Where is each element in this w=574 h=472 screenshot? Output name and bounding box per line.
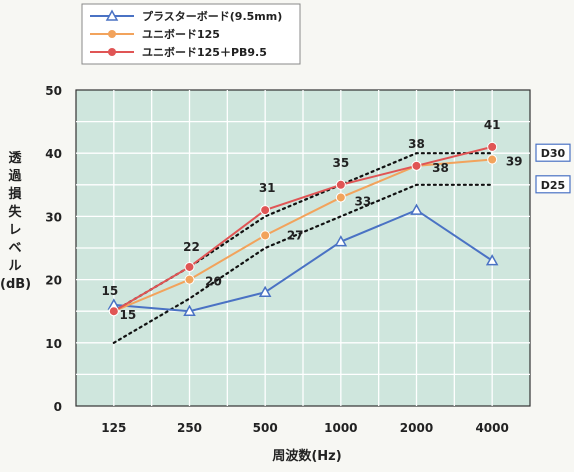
legend-entry-label: ユニボード125＋PB9.5 xyxy=(142,45,267,59)
reference-labels: D30 D25 xyxy=(535,143,571,194)
series-line-2 xyxy=(113,145,493,313)
data-label: 27 xyxy=(287,228,304,242)
data-label: 41 xyxy=(484,118,501,132)
data-label: 33 xyxy=(354,194,371,208)
legend-entry-label: プラスターボード(9.5mm) xyxy=(142,9,282,23)
reference-label-d30: D30 xyxy=(541,147,566,160)
y-tick-label: 10 xyxy=(45,337,62,351)
data-label: 20 xyxy=(205,275,222,289)
series-point-0 xyxy=(334,235,348,247)
data-label: 38 xyxy=(408,137,425,151)
series-point-2 xyxy=(487,141,498,152)
legend-swatch-marker xyxy=(108,30,116,38)
x-tick-label: 125 xyxy=(101,421,126,435)
x-tick-label: 250 xyxy=(177,421,202,435)
data-label: 31 xyxy=(259,181,276,195)
series-point-2 xyxy=(411,160,422,171)
series-line-0 xyxy=(113,208,493,313)
y-tick-label: 40 xyxy=(45,147,62,161)
series-point-2 xyxy=(108,306,119,317)
data-label: 38 xyxy=(432,161,449,175)
x-tick-label: 4000 xyxy=(475,421,508,435)
series-point-1 xyxy=(184,274,195,285)
legend-swatch-marker xyxy=(105,9,119,21)
reference-label-d25: D25 xyxy=(541,179,565,192)
y-axis-ticks: 0 10 20 30 40 50 xyxy=(45,84,62,414)
data-label: 15 xyxy=(119,308,136,322)
reference-label-box xyxy=(535,143,571,162)
series-point-0 xyxy=(183,304,196,316)
x-tick-label: 2000 xyxy=(400,421,433,435)
y-tick-label: 20 xyxy=(45,274,62,288)
series-point-2 xyxy=(260,205,271,216)
legend-entry-label: ユニボード125 xyxy=(142,27,220,41)
series-point-1 xyxy=(260,230,271,241)
legend: プラスターボード(9.5mm) ユニボード125 ユニボード125＋PB9.5 xyxy=(81,3,301,65)
data-label: 35 xyxy=(332,156,349,170)
series-point-2 xyxy=(184,261,195,272)
y-axis-title: 透過損失レベル (dB) xyxy=(0,151,32,292)
x-tick-label: 500 xyxy=(253,421,278,435)
series-line-1 xyxy=(113,158,493,313)
y-tick-label: 50 xyxy=(45,84,62,98)
data-label: 22 xyxy=(183,240,200,254)
x-tick-label: 1000 xyxy=(324,421,357,435)
reference-label-box xyxy=(535,175,571,194)
legend-swatch-marker xyxy=(108,48,116,56)
data-series xyxy=(107,141,499,317)
series-point-1 xyxy=(487,154,498,165)
y-tick-label: 30 xyxy=(45,210,62,224)
x-axis-title: 周波数(Hz) xyxy=(272,448,341,464)
x-axis-ticks: 125 250 500 1000 2000 4000 xyxy=(101,421,509,435)
series-point-1 xyxy=(335,192,346,203)
series-point-0 xyxy=(485,254,499,266)
series-point-2 xyxy=(335,179,346,190)
data-label: 39 xyxy=(506,155,523,169)
series-point-0 xyxy=(258,285,272,297)
reference-curve-d25 xyxy=(112,183,494,344)
data-label: 15 xyxy=(101,284,118,298)
series-point-0 xyxy=(410,203,423,215)
y-tick-label: 0 xyxy=(54,400,62,414)
